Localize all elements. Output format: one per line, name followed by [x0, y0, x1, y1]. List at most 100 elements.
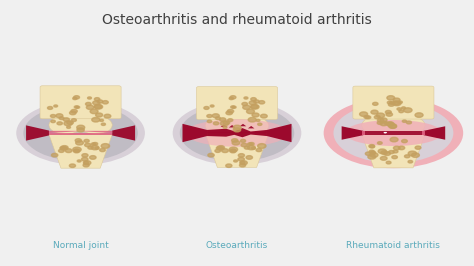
Circle shape [233, 125, 241, 130]
Circle shape [401, 107, 406, 109]
Circle shape [88, 146, 93, 149]
Circle shape [77, 128, 84, 132]
Circle shape [85, 102, 91, 106]
Circle shape [386, 122, 394, 126]
Circle shape [238, 157, 245, 161]
Circle shape [74, 106, 79, 108]
Circle shape [393, 101, 400, 105]
Circle shape [251, 98, 256, 101]
Circle shape [85, 143, 91, 147]
Circle shape [390, 137, 398, 142]
Circle shape [101, 123, 106, 126]
Circle shape [232, 106, 236, 108]
Polygon shape [364, 131, 423, 135]
Circle shape [221, 149, 228, 153]
Circle shape [74, 149, 79, 152]
Circle shape [100, 148, 105, 152]
Circle shape [95, 147, 99, 149]
Polygon shape [422, 131, 425, 135]
Circle shape [383, 131, 387, 134]
Circle shape [397, 108, 401, 110]
Circle shape [404, 155, 410, 158]
Circle shape [415, 113, 423, 117]
Circle shape [251, 105, 258, 109]
Text: Rheumatoid arthritis: Rheumatoid arthritis [346, 241, 440, 250]
Circle shape [370, 151, 375, 155]
Circle shape [207, 115, 212, 118]
Circle shape [380, 122, 387, 126]
Circle shape [91, 146, 99, 150]
Circle shape [90, 156, 96, 159]
Circle shape [242, 102, 247, 106]
Circle shape [215, 149, 220, 152]
Circle shape [63, 118, 69, 121]
Circle shape [401, 139, 407, 143]
Circle shape [254, 100, 259, 103]
Circle shape [365, 116, 371, 119]
Circle shape [83, 164, 89, 167]
Circle shape [369, 144, 374, 148]
Circle shape [256, 119, 260, 122]
Circle shape [65, 149, 72, 153]
Circle shape [220, 121, 228, 126]
Circle shape [56, 114, 63, 118]
Circle shape [398, 101, 402, 103]
Circle shape [236, 117, 269, 135]
Circle shape [216, 147, 222, 150]
Circle shape [408, 160, 412, 163]
Circle shape [50, 115, 56, 118]
Polygon shape [49, 131, 112, 133]
Circle shape [386, 113, 392, 116]
Polygon shape [199, 88, 275, 118]
Circle shape [398, 146, 405, 150]
Circle shape [97, 100, 103, 103]
Circle shape [60, 147, 65, 150]
Circle shape [386, 161, 391, 164]
Circle shape [71, 119, 76, 122]
Circle shape [100, 119, 103, 122]
Circle shape [244, 146, 250, 149]
Polygon shape [49, 133, 112, 135]
Ellipse shape [23, 105, 138, 161]
Circle shape [62, 147, 67, 150]
Circle shape [73, 147, 81, 152]
Circle shape [223, 121, 230, 124]
Circle shape [73, 97, 77, 100]
Circle shape [387, 96, 395, 100]
Circle shape [392, 156, 397, 159]
Circle shape [231, 106, 235, 108]
Circle shape [47, 106, 53, 109]
Circle shape [411, 153, 419, 157]
Circle shape [393, 146, 400, 150]
Circle shape [369, 150, 374, 153]
Circle shape [251, 147, 255, 149]
Ellipse shape [16, 101, 145, 165]
Polygon shape [229, 125, 236, 127]
Circle shape [231, 149, 236, 152]
Circle shape [77, 125, 85, 130]
Circle shape [101, 144, 109, 148]
Circle shape [364, 115, 369, 118]
Circle shape [228, 119, 233, 122]
Ellipse shape [333, 103, 453, 163]
Circle shape [80, 116, 112, 134]
Polygon shape [43, 87, 118, 117]
Polygon shape [49, 135, 112, 168]
Circle shape [365, 152, 372, 155]
Circle shape [406, 121, 411, 124]
Circle shape [249, 101, 256, 105]
Text: Osteoarthritis and rheumatoid arthritis: Osteoarthritis and rheumatoid arthritis [102, 13, 372, 27]
Circle shape [71, 109, 77, 113]
Polygon shape [26, 125, 49, 141]
Polygon shape [205, 118, 269, 132]
Circle shape [210, 105, 214, 107]
Circle shape [373, 102, 378, 105]
Circle shape [67, 126, 71, 128]
Ellipse shape [180, 105, 294, 161]
Circle shape [381, 151, 388, 155]
Circle shape [205, 117, 238, 135]
Circle shape [249, 143, 254, 145]
Circle shape [84, 139, 89, 142]
Circle shape [404, 108, 412, 113]
Circle shape [230, 96, 236, 99]
